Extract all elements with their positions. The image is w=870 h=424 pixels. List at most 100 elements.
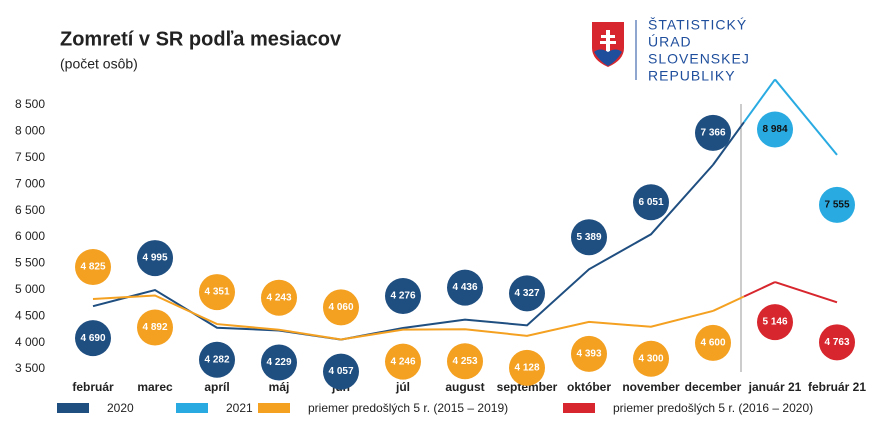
value-bubble — [509, 275, 545, 312]
y-tick-label: 8 000 — [15, 124, 45, 138]
legend-label: 2021 — [226, 401, 253, 415]
x-tick-label: december — [685, 380, 742, 394]
data-label: 4 995 — [142, 253, 167, 264]
data-label: 5 146 — [762, 317, 787, 328]
value-bubble — [199, 274, 235, 311]
data-label: 4 600 — [700, 338, 725, 349]
series-line — [774, 78, 838, 156]
y-tick-label: 4 500 — [15, 308, 45, 322]
chart-title: Zomretí v SR podľa mesiacov — [60, 28, 342, 50]
value-bubble — [199, 341, 235, 378]
data-label: 4 327 — [514, 288, 539, 299]
chart-subtitle: (počet osôb) — [60, 56, 138, 72]
logo-text: ÚRAD — [648, 34, 692, 50]
data-label: 4 763 — [824, 337, 849, 348]
value-bubble — [757, 111, 793, 148]
data-label: 4 243 — [266, 292, 291, 303]
data-label: 7 555 — [824, 200, 849, 211]
data-label: 4 229 — [266, 357, 291, 368]
value-bubble — [261, 279, 297, 316]
logo-hills — [594, 49, 622, 66]
logo: ŠTATISTICKÝ ÚRAD SLOVENSKEJ REPUBLIKY — [592, 17, 750, 84]
data-label: 4 892 — [142, 322, 167, 333]
data-label: 4 057 — [328, 366, 353, 377]
y-tick-label: 7 500 — [15, 150, 45, 164]
data-label: 4 128 — [514, 362, 539, 373]
legend-label: priemer predošlých 5 r. (2016 – 2020) — [613, 401, 813, 415]
data-label: 4 060 — [328, 302, 353, 313]
data-label: 4 351 — [204, 287, 229, 298]
legend-swatch — [176, 403, 208, 413]
value-bubble — [323, 353, 359, 390]
line-connector — [743, 281, 776, 298]
data-label: 4 825 — [80, 262, 105, 273]
series-line — [92, 294, 714, 341]
value-bubble — [695, 114, 731, 151]
logo-text: SLOVENSKEJ — [648, 51, 750, 67]
y-tick-label: 8 500 — [15, 97, 45, 111]
logo-text: REPUBLIKY — [648, 68, 736, 84]
value-bubble — [447, 269, 483, 306]
x-tick-label: máj — [269, 380, 290, 394]
y-tick-label: 5 000 — [15, 282, 45, 296]
value-bubble — [75, 320, 111, 357]
y-tick-label: 7 000 — [15, 176, 45, 190]
y-tick-label: 3 500 — [15, 361, 45, 375]
data-label: 4 253 — [452, 356, 477, 367]
line-connector — [743, 78, 776, 123]
x-tick-label: november — [622, 380, 680, 394]
x-tick-label: február 21 — [808, 380, 866, 394]
data-label: 4 300 — [638, 353, 663, 364]
value-bubble — [261, 344, 297, 381]
value-bubble — [819, 324, 855, 361]
value-bubble — [819, 186, 855, 223]
x-tick-label: september — [497, 380, 558, 394]
value-bubble — [137, 309, 173, 346]
data-label: 4 282 — [204, 354, 229, 365]
data-label: 4 276 — [390, 291, 415, 302]
legend-swatch — [563, 403, 595, 413]
value-bubble — [447, 343, 483, 380]
x-tick-label: február — [72, 380, 114, 394]
y-tick-label: 6 000 — [15, 229, 45, 243]
legend-label: 2020 — [107, 401, 134, 415]
x-tick-label: august — [445, 380, 484, 394]
x-tick-label: október — [567, 380, 611, 394]
data-label: 8 984 — [762, 124, 787, 135]
legend-swatch — [57, 403, 89, 413]
logo-text: ŠTATISTICKÝ — [648, 17, 747, 33]
data-label: 4 393 — [576, 348, 601, 359]
x-tick-label: marec — [137, 380, 173, 394]
value-bubble — [385, 343, 421, 380]
value-bubble — [633, 184, 669, 221]
x-tick-label: apríl — [204, 380, 229, 394]
series-line — [774, 281, 838, 304]
value-bubble — [757, 304, 793, 341]
data-label: 5 389 — [576, 232, 601, 243]
value-bubble — [571, 335, 607, 372]
x-tick-label: január 21 — [748, 380, 802, 394]
y-tick-label: 5 500 — [15, 256, 45, 270]
x-tick-label: júl — [395, 380, 410, 394]
data-label: 6 051 — [638, 197, 663, 208]
legend-label: priemer predošlých 5 r. (2015 – 2019) — [308, 401, 508, 415]
value-bubble — [137, 240, 173, 277]
data-label: 4 436 — [452, 282, 477, 293]
value-bubble — [695, 324, 731, 361]
value-bubble — [571, 219, 607, 256]
value-bubble — [509, 349, 545, 386]
value-bubble — [633, 340, 669, 377]
data-label: 7 366 — [700, 128, 725, 139]
data-label: 4 246 — [390, 356, 415, 367]
value-bubble — [323, 289, 359, 326]
value-bubble — [385, 278, 421, 315]
line-connector — [712, 121, 745, 166]
legend-swatch — [258, 403, 290, 413]
data-label: 4 690 — [80, 333, 105, 344]
value-bubble — [75, 249, 111, 286]
logo-cross — [600, 30, 616, 52]
y-tick-label: 6 500 — [15, 203, 45, 217]
y-tick-label: 4 000 — [15, 335, 45, 349]
line-connector — [712, 295, 745, 312]
